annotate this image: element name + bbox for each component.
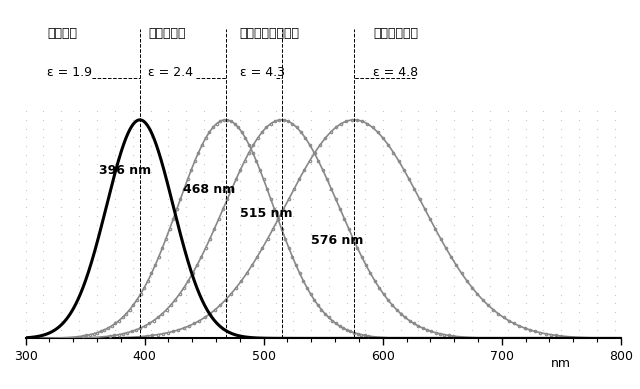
Text: トルオール: トルオール — [148, 27, 186, 40]
Text: 515 nm: 515 nm — [240, 207, 292, 221]
Text: ジエチルエーテル: ジエチルエーテル — [240, 27, 300, 40]
Text: クロロホルム: クロロホルム — [373, 27, 418, 40]
Text: ヘキサン: ヘキサン — [47, 27, 77, 40]
Text: ε = 4.3: ε = 4.3 — [240, 66, 285, 79]
Text: 468 nm: 468 nm — [183, 183, 235, 196]
Text: 576 nm: 576 nm — [311, 234, 364, 247]
Text: 396 nm: 396 nm — [99, 164, 152, 177]
Text: ε = 4.8: ε = 4.8 — [373, 66, 419, 79]
Text: ε = 2.4: ε = 2.4 — [148, 66, 193, 79]
Text: nm: nm — [551, 357, 572, 370]
Text: ε = 1.9: ε = 1.9 — [47, 66, 92, 79]
